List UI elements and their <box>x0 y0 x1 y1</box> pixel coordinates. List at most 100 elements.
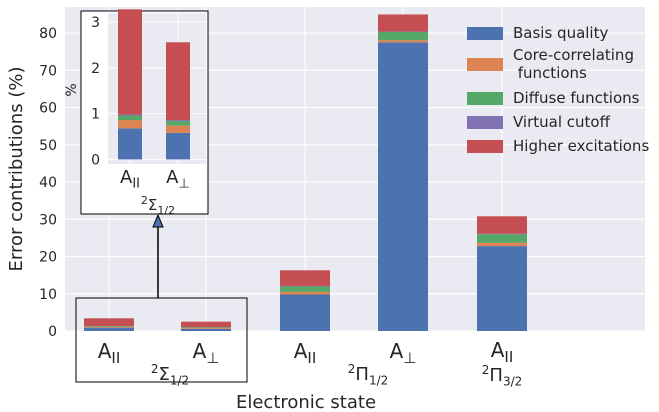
bar-segment <box>181 328 231 329</box>
group-label-main: Π <box>355 364 369 385</box>
bar-segment <box>477 246 527 331</box>
y-axis-label: Error contributions (%) <box>6 67 27 272</box>
inset-x-tick-label-main: A <box>120 167 133 188</box>
inset-bar-segment <box>118 128 142 160</box>
inset-bar-segment <box>166 132 190 160</box>
bar-segment <box>477 242 527 247</box>
inset-bar-segment <box>166 42 190 121</box>
legend-swatch <box>467 92 503 105</box>
legend-swatch <box>467 27 503 40</box>
legend-label: Virtual cutoff <box>513 113 611 131</box>
x-tick-label-sub: II <box>504 348 513 366</box>
x-tick-label-sub: ⊥ <box>403 349 416 367</box>
group-label-sub: 3/2 <box>503 375 522 389</box>
x-tick-label-sub: II <box>307 349 316 367</box>
inset-bar-segment <box>166 120 190 126</box>
group-label: 2Π3/2 <box>482 363 523 389</box>
legend-swatch <box>467 116 503 129</box>
bar-segment <box>181 328 231 331</box>
legend-swatch <box>467 58 503 71</box>
x-tick-label: A⊥ <box>193 339 220 367</box>
group-label-main: Π <box>489 365 503 386</box>
bar-segment <box>378 40 428 43</box>
x-axis-tick-labels: AII A⊥ AII A⊥ AII <box>98 338 514 367</box>
inset-x-tick-label: A⊥ <box>166 167 190 192</box>
bar-segment <box>477 216 527 234</box>
x-tick-label: AII <box>98 339 121 367</box>
x-tick-label-main: A <box>193 339 207 363</box>
y-tick-label: 40 <box>39 175 57 191</box>
bar-segment <box>378 42 428 332</box>
inset-x-tick-label: AII <box>120 167 140 192</box>
bar-segment <box>181 327 231 329</box>
group-label-main: Σ <box>158 364 169 385</box>
x-tick-label-main: A <box>491 338 505 362</box>
group-label-sup: 2 <box>348 362 356 376</box>
inset-y-tick-label: 3 <box>91 15 100 31</box>
group-label-sub: 1/2 <box>170 374 189 388</box>
inset-group-label-sub: 1/2 <box>157 204 175 217</box>
inset-bar-segment <box>118 114 142 116</box>
x-tick-label-main: A <box>294 339 308 363</box>
bar-segment <box>477 234 527 243</box>
group-label-sup: 2 <box>151 362 159 376</box>
inset-x-tick-label-sub: II <box>132 177 140 192</box>
bar-segment <box>378 31 428 41</box>
y-tick-label: 70 <box>39 63 57 79</box>
legend: Basis quality Core-correlating functions D… <box>467 24 649 155</box>
inset-y-tick-label: 1 <box>91 107 100 123</box>
legend-label: Diffuse functions <box>513 89 640 107</box>
inset-group-label-sup: 2 <box>141 194 148 207</box>
y-tick-label: 30 <box>39 212 57 228</box>
bar-segment <box>477 233 527 235</box>
y-tick-label: 60 <box>39 101 57 117</box>
x-tick-label-sub: ⊥ <box>206 349 219 367</box>
x-tick-label-sub: II <box>111 349 120 367</box>
x-tick-label-main: A <box>390 339 404 363</box>
bar-segment <box>181 321 231 328</box>
inset-bar-segment <box>118 115 142 121</box>
inset-y-tick-label: 2 <box>91 61 100 77</box>
y-tick-label: 10 <box>39 287 57 303</box>
group-label: 2Π1/2 <box>348 362 389 388</box>
y-axis-ticks: 0 10 20 30 40 50 60 70 80 <box>39 26 57 340</box>
inset-bar-segment <box>166 120 190 121</box>
bar-segment <box>84 326 134 328</box>
x-tick-label: A⊥ <box>390 339 417 367</box>
bar-segment <box>280 270 330 286</box>
legend-label: Higher excitations <box>513 137 649 155</box>
y-tick-label: 50 <box>39 138 57 154</box>
legend-swatch <box>467 140 503 153</box>
bar-segment <box>280 291 330 295</box>
inset-bar-segment <box>118 9 142 115</box>
bar-segment <box>84 318 134 327</box>
bar-segment <box>84 327 134 331</box>
legend-label: functions <box>513 64 587 82</box>
inset-group-label-main: Σ <box>148 196 157 214</box>
inset-y-axis-label: % <box>64 83 80 96</box>
x-tick-label-main: A <box>98 339 112 363</box>
bar-segment <box>280 286 330 292</box>
stacked-bars <box>84 14 527 332</box>
y-tick-label: 80 <box>39 26 57 42</box>
bar-segment <box>378 14 428 32</box>
inset-x-tick-label-main: A <box>166 167 179 188</box>
bar-segment <box>280 285 330 287</box>
inset-bar-segment <box>166 125 190 133</box>
group-label: 2Σ1/2 <box>151 362 189 388</box>
legend-label: Core-correlating <box>513 46 634 64</box>
inset-group-label: 2Σ1/2 <box>141 194 175 217</box>
y-tick-label: 0 <box>48 324 57 340</box>
x-tick-label: AII <box>294 339 317 367</box>
x-axis-label: Electronic state <box>236 392 376 412</box>
inset-x-tick-label-sub: ⊥ <box>179 177 190 192</box>
y-tick-label: 20 <box>39 250 57 266</box>
group-label-sup: 2 <box>482 363 490 377</box>
inset-bar-segment <box>118 120 142 129</box>
zoom-region-box <box>75 297 248 383</box>
legend-label: Basis quality <box>513 24 608 42</box>
bar-segment <box>84 326 134 327</box>
